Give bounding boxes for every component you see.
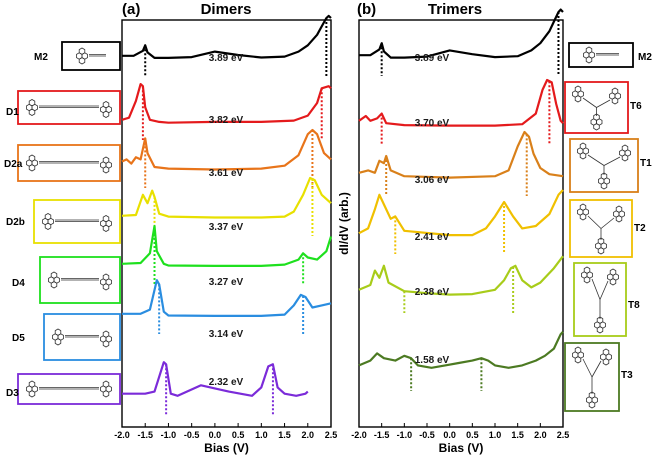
gap-label-D1: 3.82 eV [209,115,244,126]
series-line-T2 [358,189,564,237]
molecule-icon-left-D2a: D2a [4,144,121,182]
x-axis-label: Bias (V) [439,441,484,455]
panel-title: Trimers [428,1,482,18]
gap-label-D5: 3.14 eV [209,329,244,340]
molecule-label-D5: D5 [12,333,25,344]
panels-layer: (a) Dimers -2.0 -1.5 -1.0 -0.5 0.0 0.5 1.0 1.5 2.0… [114,1,569,455]
molecule-icon-right-T8: T8 [573,262,640,337]
molecule-frame [569,138,639,193]
gap-label-D4: 3.27 eV [209,277,244,288]
molecule-label-D2a: D2a [4,159,23,170]
x-tick-label: -1.0 [161,430,177,440]
x-axis-label: Bias (V) [204,441,249,455]
x-tick-label: -2.0 [351,430,367,440]
plot-frame [121,19,332,428]
molecule-label-T6: T6 [630,101,642,112]
molecule-label-T8: T8 [628,300,640,311]
molecule-label-T3: T3 [621,370,633,381]
series-line-D3 [122,361,309,397]
molecule-label-M2: M2 [638,52,652,63]
gap-label-T1: 3.06 eV [415,175,450,186]
series-line-D2a [121,128,332,171]
x-tick-label: 2.0 [534,430,547,440]
gap-label-D2a: 3.61 eV [209,168,244,179]
series-line-D5 [122,279,332,317]
molecule-icon-left-D1: D1 [6,90,121,125]
x-tick-label: 0.5 [466,430,479,440]
molecule-icon-right-T2: T2 [569,199,646,258]
molecule-label-D1: D1 [6,107,19,118]
molecule-icons-layer: M2 D1 D2a D2b D4 D5 D3 M2 T6 T1 T2 T8 T3 [4,41,652,412]
panel-trimers: (b) Trimers -2.0 -1.5 -1.0 -0.5 0.0 0.5 1.0 1.5 2.… [337,1,569,455]
x-tick-label: -1.5 [137,430,153,440]
molecule-label-D3: D3 [6,388,19,399]
x-tick-label: 1.5 [511,430,524,440]
gap-label-T6: 3.70 eV [415,118,450,129]
gap-label-T3: 1.58 eV [415,355,450,366]
x-tick-label: -1.5 [374,430,390,440]
x-tick-label: 1.0 [255,430,268,440]
x-tick-label: -2.0 [114,430,130,440]
x-tick-label: 0.0 [209,430,222,440]
series-line-D4 [121,224,333,267]
y-axis-label: dI/dV (arb.) [337,192,351,255]
molecule-label-T1: T1 [640,158,652,169]
molecule-label-D2b: D2b [6,217,25,228]
x-tick-label: 2.5 [325,430,338,440]
panel-label: (a) [122,1,140,18]
molecule-icon-right-T6: T6 [564,81,642,134]
molecule-icon-left-M2: M2 [34,41,121,71]
x-tick-label: -1.0 [397,430,413,440]
molecule-icon-left-D3: D3 [6,373,121,405]
series-line-D2b [121,176,332,219]
molecule-label-D4: D4 [12,278,25,289]
x-tick-label: 2.0 [302,430,315,440]
molecule-frame [568,42,634,68]
molecule-icon-left-D5: D5 [12,313,121,361]
panel-label: (b) [357,1,376,18]
molecule-icon-left-D4: D4 [12,256,121,304]
series-line-M2 [122,14,332,59]
molecule-label-M2: M2 [34,52,48,63]
gap-label-M2: 3.89 eV [415,53,450,64]
series-line-T3 [358,331,564,369]
molecule-icon-right-M2: M2 [568,42,652,68]
series-line-T1 [358,130,564,179]
series-line-T6 [358,78,564,127]
x-tick-label: -0.5 [184,430,200,440]
series-line-D1 [121,83,332,124]
x-tick-label: 1.5 [278,430,291,440]
x-tick-label: -0.5 [419,430,435,440]
x-tick-label: 0.5 [232,430,245,440]
x-tick-label: 0.0 [443,430,456,440]
gap-label-D3: 2.32 eV [209,377,244,388]
plot-frame [358,19,564,428]
gap-label-T2: 2.41 eV [415,232,450,243]
molecule-label-T2: T2 [634,223,646,234]
panel-title: Dimers [201,1,252,18]
molecule-icon-right-T3: T3 [564,342,633,412]
panel-dimers: (a) Dimers -2.0 -1.5 -1.0 -0.5 0.0 0.5 1.0 1.5 2.0… [114,1,337,455]
gap-label-T8: 2.38 eV [415,287,450,298]
series-line-T8 [358,255,564,296]
molecule-icon-right-T1: T1 [569,138,652,193]
x-tick-label: 2.5 [557,430,570,440]
gap-label-M2: 3.89 eV [209,53,244,64]
gap-label-D2b: 3.37 eV [209,222,244,233]
molecule-icon-left-D2b: D2b [6,199,121,244]
x-tick-label: 1.0 [489,430,502,440]
